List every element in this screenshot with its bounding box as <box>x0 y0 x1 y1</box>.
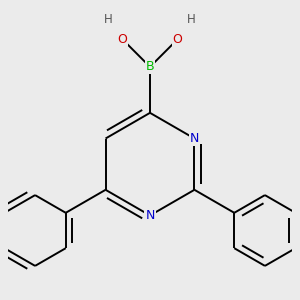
Text: N: N <box>190 132 199 145</box>
Text: B: B <box>146 60 154 73</box>
Text: H: H <box>104 14 113 26</box>
Text: O: O <box>118 33 128 46</box>
Text: H: H <box>187 14 196 26</box>
Text: N: N <box>145 209 155 222</box>
Text: O: O <box>172 33 182 46</box>
